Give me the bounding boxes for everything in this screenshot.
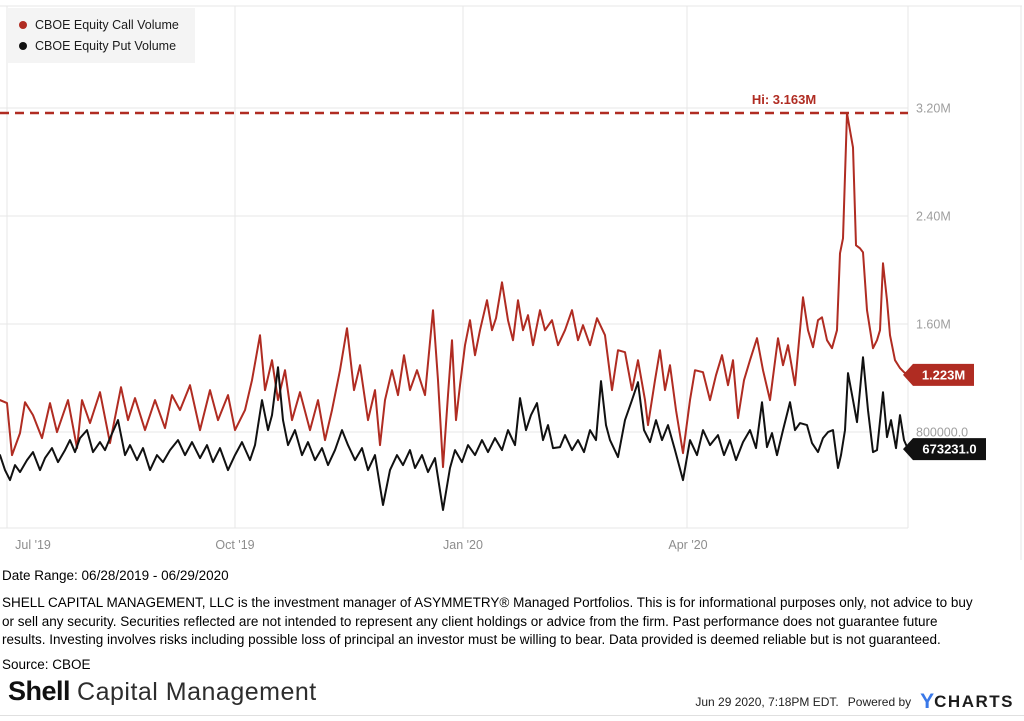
call-series-bullet-icon xyxy=(19,20,27,29)
ycharts-wordmark: CHARTS xyxy=(934,692,1014,711)
shell-capital-logo: Shell Capital Management xyxy=(8,676,317,707)
volume-line-chart: Jul '19 Oct '19 Jan '20 Apr '20 800000.0 1.60… xyxy=(0,5,1022,560)
x-tick-label: Oct '19 xyxy=(215,538,254,552)
logo-bold-part: Shell xyxy=(8,676,71,706)
y-tick-label: 2.40M xyxy=(916,210,951,224)
x-tick-label: Apr '20 xyxy=(668,538,707,552)
disclaimer-text: SHELL CAPITAL MANAGEMENT, LLC is the inv… xyxy=(2,594,973,650)
legend-label-call: CBOE Equity Call Volume xyxy=(35,17,179,32)
disclaimer-line-3: results. Investing involves risks includ… xyxy=(2,632,941,647)
legend-label-put: CBOE Equity Put Volume xyxy=(35,38,177,53)
powered-by-text: Powered by xyxy=(847,694,912,709)
disclaimer-line-1: SHELL CAPITAL MANAGEMENT, LLC is the inv… xyxy=(2,595,973,610)
call-value-badge xyxy=(903,363,974,386)
logo-light-part: Capital Management xyxy=(77,678,317,706)
bottom-divider xyxy=(0,715,1024,716)
y-tick-label: 1.60M xyxy=(916,318,951,332)
hi-annotation-label: Hi: 3.163M xyxy=(752,92,816,107)
y-tick-label: 800000.0 xyxy=(916,426,968,440)
ycharts-y-icon: Y xyxy=(920,690,935,713)
legend-item-put-volume[interactable]: CBOE Equity Put Volume xyxy=(19,35,179,56)
legend-item-call-volume[interactable]: CBOE Equity Call Volume xyxy=(19,14,179,35)
x-tick-label: Jan '20 xyxy=(443,538,483,552)
chart-legend: CBOE Equity Call Volume CBOE Equity Put … xyxy=(8,8,195,63)
call-volume-line[interactable] xyxy=(0,112,909,469)
value-badge-label: 1.223M xyxy=(922,367,965,382)
x-tick-label: Jul '19 xyxy=(15,538,51,552)
source-text: Source: CBOE xyxy=(2,657,91,672)
value-badge-label: 673231.0 xyxy=(922,442,976,457)
footer-right: Jun 29 2020, 7:18PM EDT. Powered by Y CHA… xyxy=(695,691,1014,712)
put-value-badge xyxy=(903,438,986,461)
ycharts-logo[interactable]: Y CHARTS xyxy=(920,691,1014,712)
put-series-bullet-icon xyxy=(19,41,27,50)
date-range-text: Date Range: 06/28/2019 - 06/29/2020 xyxy=(2,568,229,583)
y-tick-label: 3.20M xyxy=(916,102,951,116)
timestamp-text: Jun 29 2020, 7:18PM EDT. xyxy=(695,694,839,709)
disclaimer-line-2: or sell any security. Securities reflect… xyxy=(2,613,938,629)
put-volume-line[interactable] xyxy=(0,356,909,511)
